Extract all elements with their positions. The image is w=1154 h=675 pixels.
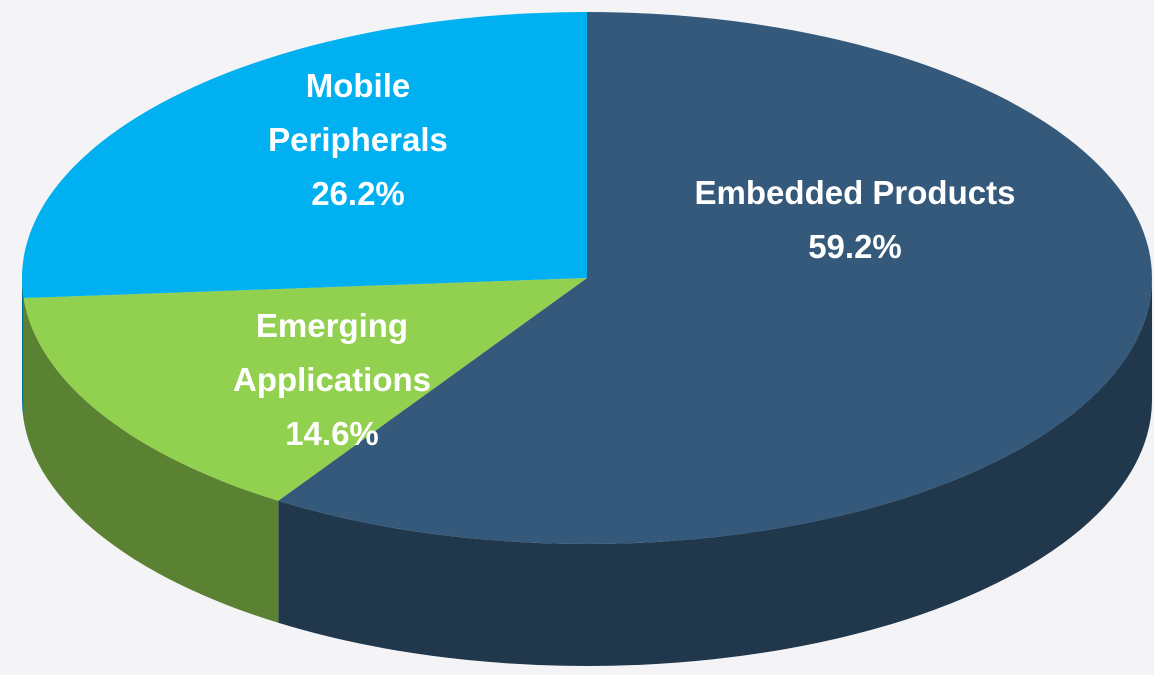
category-label: Emerging Applications [232, 307, 432, 398]
category-label: Embedded Products [694, 174, 1016, 211]
pie-slice [21, 12, 587, 299]
value-label: 59.2% [808, 228, 902, 265]
category-label: Mobile Peripherals [268, 67, 448, 158]
pie-side [278, 278, 1152, 667]
pie-slice [278, 12, 1152, 544]
value-label: 26.2% [311, 175, 405, 212]
slice-label: Emerging Applications 14.6% [202, 299, 462, 461]
slice-label: Embedded Products 59.2% [635, 166, 1075, 274]
slice-label: Mobile Peripherals 26.2% [238, 59, 478, 221]
pie-side [22, 278, 24, 421]
pie-slice [23, 278, 587, 501]
value-label: 14.6% [285, 415, 379, 452]
pie-side [23, 298, 279, 623]
